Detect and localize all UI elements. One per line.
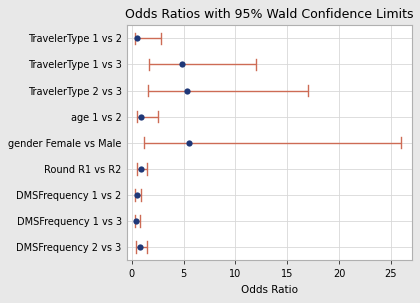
X-axis label: Odds Ratio: Odds Ratio	[241, 285, 298, 295]
Title: Odds Ratios with 95% Wald Confidence Limits: Odds Ratios with 95% Wald Confidence Lim…	[125, 8, 413, 21]
